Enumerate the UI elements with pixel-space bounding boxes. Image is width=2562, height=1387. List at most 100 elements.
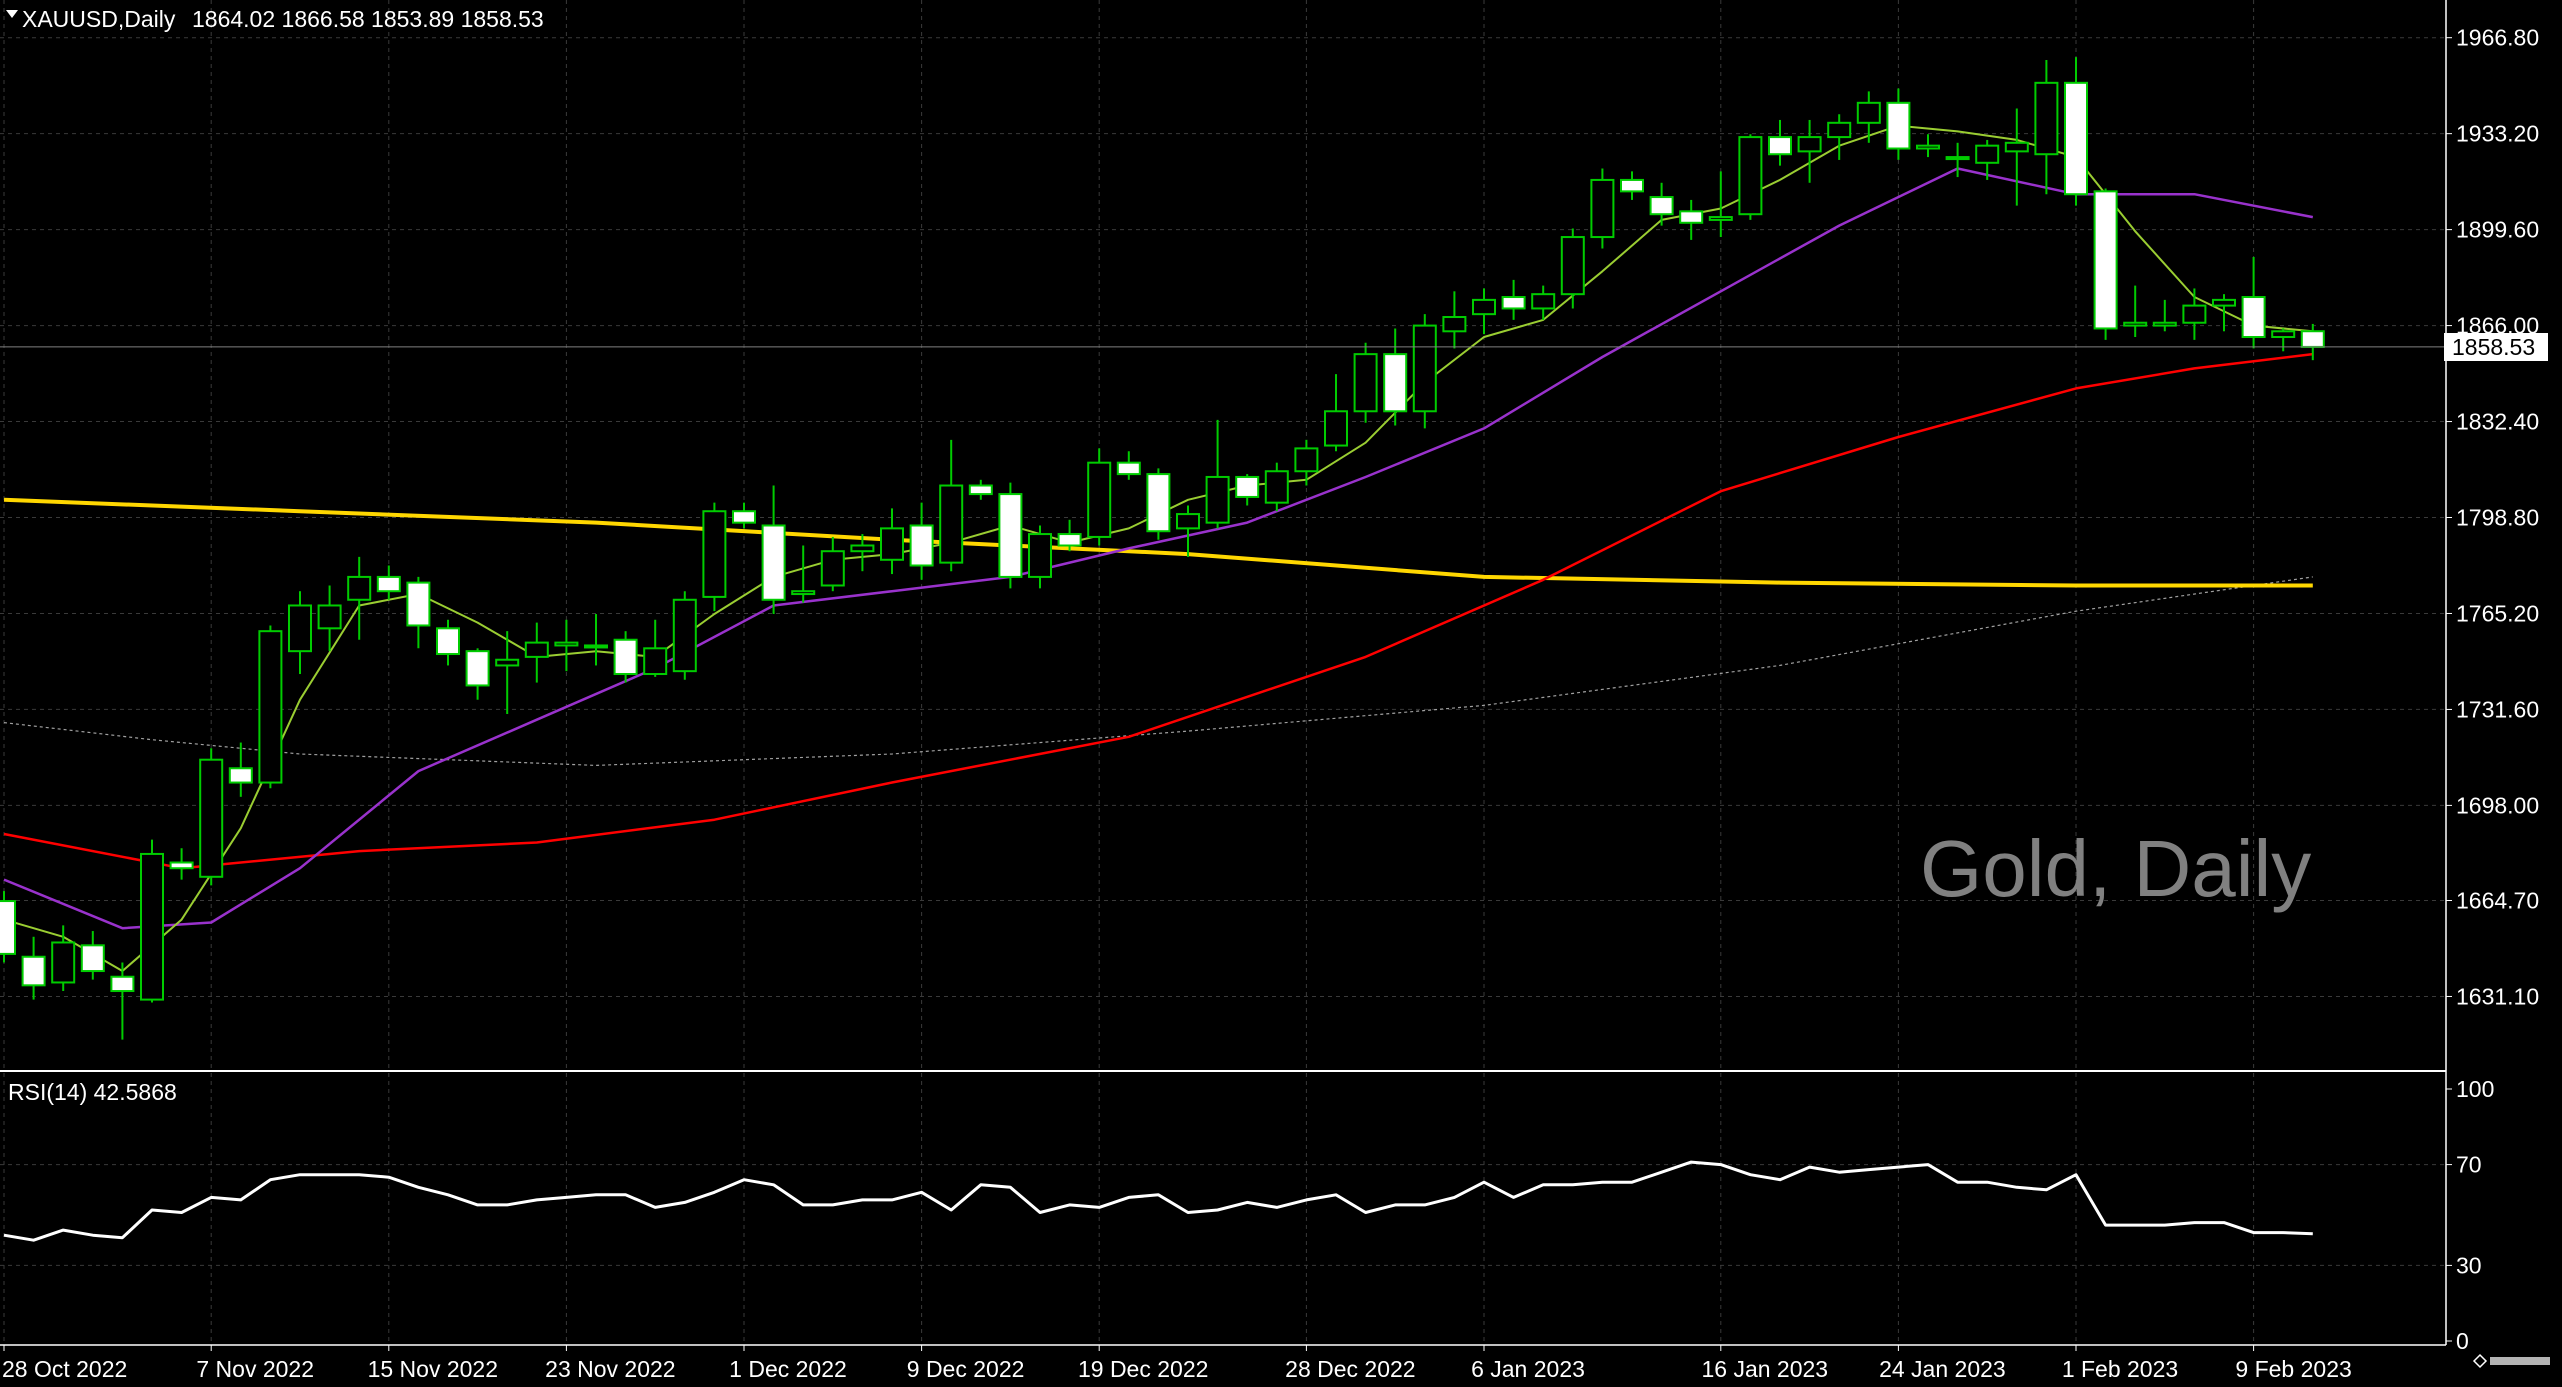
time-tick-label: 6 Jan 2023 xyxy=(1471,1356,1585,1382)
candle-body-bull xyxy=(939,484,964,564)
candle xyxy=(1412,314,1437,429)
rsi-tick-label: 0 xyxy=(2456,1328,2469,1354)
candle xyxy=(1501,279,1526,320)
candle-body-bear xyxy=(169,861,194,870)
candle xyxy=(791,545,816,603)
candle-body-bull xyxy=(1294,447,1319,473)
candle xyxy=(643,619,668,677)
candle-body-bull xyxy=(1945,156,1970,161)
price-tick-label: 1798.80 xyxy=(2456,505,2539,531)
candle-body-bear xyxy=(1116,461,1141,476)
candle-body-bull xyxy=(1916,144,1940,150)
chart-frame xyxy=(0,0,2452,1351)
chart-header: XAUUSD,Daily 1864.02 1866.58 1853.89 185… xyxy=(6,6,544,32)
candle xyxy=(524,622,549,683)
collapse-triangle-icon[interactable] xyxy=(6,10,18,18)
candle-body-bull xyxy=(554,641,579,647)
candle xyxy=(1324,374,1348,452)
candle xyxy=(2271,328,2296,352)
candle xyxy=(880,508,904,575)
candle-body-bull xyxy=(1205,475,1230,524)
candle xyxy=(1028,525,1052,589)
price-tag-box xyxy=(2444,333,2548,361)
candle xyxy=(1294,439,1319,486)
candle xyxy=(554,619,579,672)
candle-body-bear xyxy=(0,900,16,955)
candle-body-bull xyxy=(791,590,816,596)
candle xyxy=(1916,134,1940,158)
candle xyxy=(1560,228,1585,309)
candle-body-bull xyxy=(2034,81,2059,156)
candle-body-bull xyxy=(1028,533,1052,578)
candle xyxy=(1087,448,1112,546)
price-tick-label: 1933.20 xyxy=(2456,121,2539,147)
candle-body-bull xyxy=(1264,470,1289,504)
brand-mark xyxy=(2490,1357,2550,1365)
candle-body-bear xyxy=(1235,475,1260,498)
candle-body-bull xyxy=(584,644,608,649)
candle-body-bear xyxy=(1057,533,1082,547)
candle xyxy=(2034,59,2059,195)
candle xyxy=(1176,505,1200,557)
candle xyxy=(584,614,608,666)
candle-body-bear xyxy=(998,493,1023,578)
candle xyxy=(406,576,431,649)
candle xyxy=(968,479,993,500)
candle xyxy=(1827,114,1852,160)
candle-body-bull xyxy=(1975,144,2000,164)
candle xyxy=(1797,119,1822,183)
price-tag-label: 1858.53 xyxy=(2452,334,2535,360)
candle xyxy=(2123,285,2148,338)
candle-body-bull xyxy=(347,575,372,601)
candle xyxy=(2212,294,2236,332)
candle xyxy=(1620,171,1644,200)
candle xyxy=(1708,171,1733,238)
candle xyxy=(1649,182,1674,226)
candle-body-bull xyxy=(1176,513,1200,530)
candle xyxy=(909,502,934,580)
candle-body-bull xyxy=(850,544,875,553)
candle xyxy=(1264,462,1289,512)
candle-body-bear xyxy=(613,638,638,676)
candle xyxy=(228,742,253,797)
candle-body-bear xyxy=(110,975,135,993)
candle-body-bear xyxy=(21,955,46,987)
candle-body-bull xyxy=(140,852,164,1001)
candle xyxy=(2241,257,2266,349)
candle-body-bear xyxy=(761,524,786,601)
ma-longest-line xyxy=(3,576,2313,766)
candle-body-bull xyxy=(702,510,727,598)
time-tick-label: 24 Jan 2023 xyxy=(1879,1356,2006,1382)
price-tick-label: 1698.00 xyxy=(2456,792,2539,818)
rsi-tick-label: 70 xyxy=(2456,1152,2482,1178)
candle-body-bear xyxy=(376,575,401,593)
candle xyxy=(939,439,964,572)
candle-body-bull xyxy=(2004,141,2029,153)
candle xyxy=(2064,57,2088,206)
candle-body-bull xyxy=(2123,321,2148,327)
candle-body-bull xyxy=(1560,236,1585,296)
candle-body-bear xyxy=(2064,81,2088,196)
candle-body-bear xyxy=(2300,330,2325,348)
candle xyxy=(376,565,401,600)
ohlc-readout: 1864.02 1866.58 1853.89 1858.53 xyxy=(192,6,544,32)
time-tick-label: 28 Oct 2022 xyxy=(2,1356,127,1382)
candle xyxy=(169,848,194,880)
candle-body-bear xyxy=(1146,473,1171,533)
candle xyxy=(51,925,76,992)
candle xyxy=(347,556,372,640)
candle xyxy=(2182,288,2207,340)
candle xyxy=(1886,88,1911,160)
candle xyxy=(1679,199,1704,240)
candle xyxy=(1472,288,1496,335)
rsi-line xyxy=(3,1160,2313,1242)
candle-body-bear xyxy=(406,581,431,627)
candle-body-bull xyxy=(51,941,76,984)
candle xyxy=(199,748,224,886)
candle xyxy=(672,591,697,680)
time-tick-label: 28 Dec 2022 xyxy=(1285,1356,1415,1382)
candle xyxy=(1975,139,2000,180)
candle xyxy=(1738,134,1763,220)
candle xyxy=(1353,342,1378,423)
